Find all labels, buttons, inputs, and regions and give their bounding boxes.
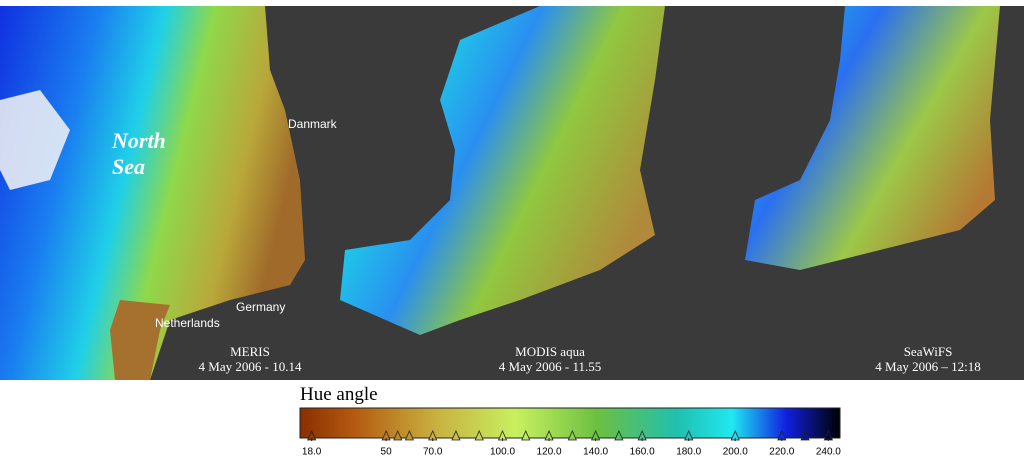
sea-label: North Sea: [112, 128, 166, 179]
tick-label: 18.0: [302, 447, 322, 458]
sensor: MODIS aqua: [515, 344, 585, 359]
sensor: MERIS: [230, 344, 270, 359]
tick-label: 50: [381, 447, 393, 458]
country-label: Danmark: [288, 117, 337, 131]
modis-image: [340, 6, 665, 335]
date: 4 May 2006 – 12:18: [875, 359, 981, 374]
marker: [614, 430, 624, 441]
colorbar-title: Hue angle: [300, 384, 378, 405]
seawifs-image: [745, 6, 1000, 270]
marker: [474, 430, 484, 441]
caption: SeaWiFS 4 May 2006 – 12:18: [848, 344, 1008, 374]
colorbar: [299, 407, 841, 439]
meris-image: [0, 6, 305, 380]
tick-label: 70.0: [423, 447, 443, 458]
caption: MODIS aqua 4 May 2006 - 11.55: [470, 344, 630, 374]
country-label: Netherlands: [155, 316, 220, 330]
coast-netherlands: [110, 300, 170, 380]
caption: MERIS 4 May 2006 - 10.14: [170, 344, 330, 374]
marker: [800, 430, 810, 441]
tick-label: 180.0: [676, 447, 701, 458]
marker: [451, 430, 461, 441]
tick-label: 100.0: [490, 447, 515, 458]
marker: [404, 430, 415, 441]
sensor: SeaWiFS: [903, 344, 953, 359]
marker: [567, 430, 577, 441]
clouds: [0, 90, 70, 190]
tick-label: 120.0: [537, 447, 562, 458]
date: 4 May 2006 - 10.14: [198, 359, 302, 374]
tick-label: 220.0: [769, 447, 794, 458]
marker: [521, 430, 531, 441]
tick-label: 240.0: [816, 447, 841, 458]
tick-label: 160.0: [630, 447, 655, 458]
tick-label: 200.0: [723, 447, 748, 458]
tick-label: 140.0: [583, 447, 608, 458]
date: 4 May 2006 - 11.55: [498, 359, 602, 374]
marker: [393, 430, 403, 441]
country-label: Germany: [236, 300, 286, 314]
